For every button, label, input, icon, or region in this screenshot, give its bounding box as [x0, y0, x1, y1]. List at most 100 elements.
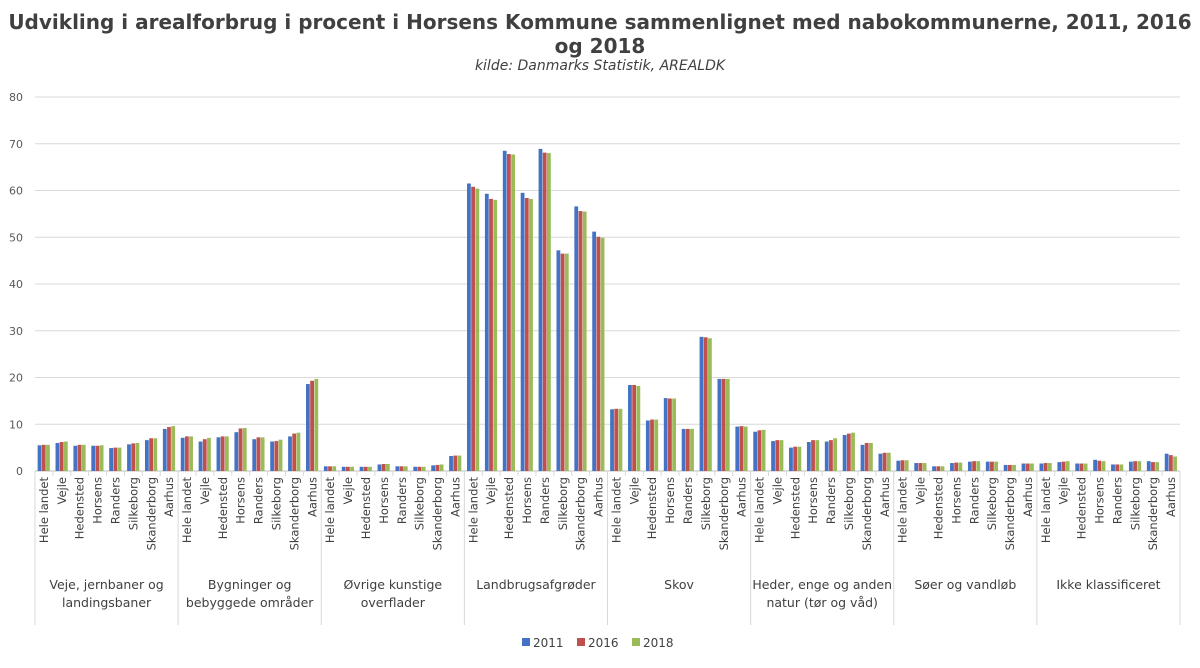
- bar-2016: [202, 439, 207, 471]
- x-tick-label: Horsens: [377, 477, 391, 524]
- bar-2018: [189, 436, 193, 471]
- bar-2016: [59, 442, 64, 471]
- x-tick-label: Horsens: [520, 477, 534, 524]
- x-tick-label: Skanderborg: [1003, 477, 1017, 550]
- x-tick-label: Hedensted: [931, 477, 945, 539]
- x-tick-label: Hedensted: [645, 477, 659, 539]
- bar-2018: [511, 154, 516, 471]
- chart-title: Udvikling i arealforbrug i procent i Hor…: [8, 10, 1192, 58]
- group-label: Veje, jernbaner og landingsbaner: [49, 577, 163, 610]
- x-tick-label: Vejle: [627, 477, 641, 505]
- bar-2018: [761, 429, 766, 471]
- x-tick-label: Skanderborg: [144, 477, 158, 550]
- bar-2018: [743, 426, 748, 471]
- x-tick-label: Randers: [395, 477, 409, 524]
- bar-2016: [435, 464, 440, 471]
- bar-2018: [1137, 461, 1142, 471]
- x-tick-label: Skanderborg: [860, 477, 874, 550]
- bar-2011: [484, 193, 489, 471]
- bar-2018: [296, 432, 301, 471]
- bar-2018: [654, 419, 659, 471]
- bar-2016: [829, 440, 833, 471]
- bar-2011: [306, 384, 310, 471]
- x-tick-label: Hedensted: [216, 477, 230, 539]
- bar-2011: [1039, 463, 1044, 471]
- bar-2018: [1083, 463, 1088, 471]
- chart-subtitle: kilde: Danmarks Statistik, AREALDK: [474, 58, 726, 74]
- x-tick-label: Hele landet: [323, 477, 337, 544]
- bar-2011: [610, 409, 614, 471]
- bar-2011: [1057, 462, 1062, 471]
- bar-2018: [994, 461, 999, 471]
- x-tick-label: Randers: [967, 477, 981, 524]
- bar-2011: [234, 432, 239, 471]
- bar-2011: [842, 435, 847, 471]
- bar-2011: [413, 466, 418, 471]
- bar-2018: [171, 426, 176, 471]
- bar-2016: [811, 440, 815, 471]
- bar-2016: [131, 443, 136, 471]
- x-tick-label: Randers: [252, 477, 266, 524]
- bar-2018: [385, 463, 390, 471]
- x-tick-label: Randers: [824, 477, 838, 524]
- bar-2011: [967, 461, 972, 471]
- x-tick-label: Silkeborg: [413, 477, 427, 530]
- y-tick-label: 50: [9, 231, 23, 244]
- x-tick-label: Randers: [538, 477, 552, 524]
- group-label: Søer og vandløb: [914, 577, 1016, 592]
- bar-2011: [806, 442, 811, 471]
- x-tick-label: Aarhus: [162, 477, 176, 517]
- x-tick-label: Aarhus: [448, 477, 462, 517]
- bar-2016: [685, 428, 690, 471]
- bar-2016: [1007, 464, 1012, 471]
- y-tick-label: 30: [9, 325, 23, 338]
- bar-2016: [882, 452, 887, 471]
- bar-2016: [739, 426, 744, 471]
- bar-2016: [489, 198, 493, 472]
- bar-2016: [220, 436, 225, 471]
- bar-2018: [779, 440, 784, 471]
- legend-swatch-2011: [522, 638, 530, 646]
- bar-2016: [721, 378, 726, 471]
- bar-2011: [288, 436, 292, 471]
- bar-2011: [663, 398, 668, 471]
- group-label: Øvrige kunstige overflader: [343, 577, 442, 610]
- bar-2016: [77, 444, 82, 471]
- x-tick-label: Skanderborg: [287, 477, 301, 550]
- bar-2018: [1047, 463, 1052, 471]
- bar-2011: [270, 441, 275, 471]
- bar-2018: [546, 153, 551, 471]
- bar-2016: [775, 440, 780, 471]
- x-tick-label: Hedensted: [359, 477, 373, 539]
- x-tick-label: Hele landet: [37, 477, 51, 544]
- x-tick-label: Vejle: [341, 477, 355, 505]
- bar-2018: [564, 253, 569, 471]
- bar-2016: [918, 463, 923, 471]
- bar-2018: [421, 466, 426, 471]
- bar-2011: [127, 444, 131, 471]
- bar-2016: [1133, 461, 1137, 471]
- bar-2016: [471, 186, 476, 471]
- x-tick-label: Hele landet: [180, 477, 194, 544]
- bar-2018: [439, 464, 444, 471]
- bar-2011: [556, 250, 561, 471]
- x-tick-label: Aarhus: [305, 477, 319, 517]
- bar-2016: [524, 197, 529, 472]
- y-tick-label: 60: [9, 185, 23, 198]
- bar-2011: [681, 428, 686, 471]
- bar-2018: [672, 398, 677, 471]
- bar-2011: [592, 231, 597, 471]
- x-tick-label: Horsens: [806, 477, 820, 524]
- bar-2018: [851, 432, 855, 471]
- bar-2018: [457, 455, 462, 471]
- x-tick-label: Horsens: [663, 477, 677, 524]
- bar-2016: [507, 154, 511, 471]
- bar-2018: [636, 385, 641, 471]
- x-tick-label: Hele landet: [896, 477, 910, 544]
- bar-2018: [725, 378, 730, 471]
- bar-2018: [260, 437, 265, 471]
- x-tick-label: Vejle: [770, 477, 784, 505]
- bar-2016: [1061, 461, 1066, 471]
- bar-2011: [341, 466, 346, 471]
